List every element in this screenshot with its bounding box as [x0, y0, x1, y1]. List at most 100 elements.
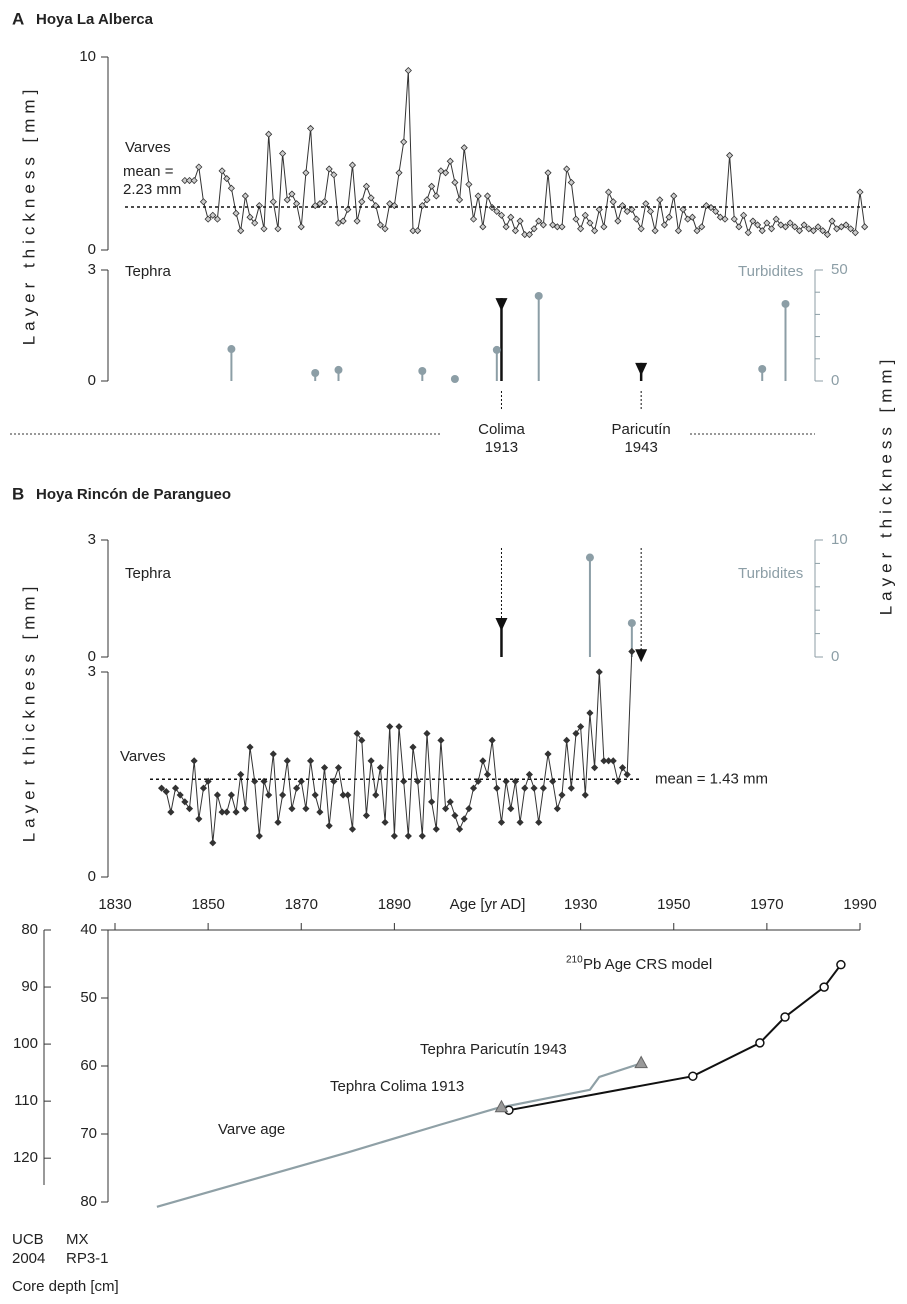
varve-point	[833, 225, 841, 233]
varve-point	[674, 227, 682, 235]
data-line	[508, 964, 842, 1112]
y-axis-label: Layer thickness [mm]	[19, 85, 38, 346]
varve-point	[497, 818, 506, 826]
varve-point	[483, 192, 492, 200]
varve-point	[837, 223, 845, 231]
varve-point	[437, 167, 445, 175]
varve-point	[241, 192, 249, 200]
annotation: Varves	[120, 748, 166, 765]
y-tick-label: 3	[88, 531, 96, 548]
varve-point	[423, 196, 431, 204]
varve-point	[339, 791, 347, 799]
varve-point	[861, 223, 869, 231]
y-tick-label: 80	[21, 921, 38, 938]
varve-point	[344, 205, 352, 214]
varve-point	[469, 784, 478, 792]
mean-label: 2.23 mm	[123, 181, 181, 198]
varve-point	[218, 808, 226, 816]
varve-point	[777, 221, 785, 229]
data-line	[156, 1062, 642, 1208]
varve-point	[339, 217, 347, 225]
varve-point	[306, 124, 315, 132]
x-tick-label: 1870	[285, 896, 318, 913]
varve-point	[623, 207, 631, 215]
varve-point	[563, 736, 571, 744]
turbidite-marker	[450, 375, 459, 384]
varve-point	[660, 221, 669, 229]
varve-point	[781, 223, 790, 231]
varve-point	[213, 791, 222, 799]
varve-point	[455, 825, 464, 833]
tephra-point	[634, 1055, 648, 1069]
age-point	[836, 959, 846, 970]
panel-letter: B	[12, 484, 24, 503]
varve-point	[609, 198, 617, 206]
varve-point	[260, 225, 268, 233]
varve-point	[367, 194, 375, 202]
varve-point	[721, 215, 729, 223]
varve-point	[390, 832, 398, 840]
varve-point	[204, 215, 212, 223]
varve-point	[246, 213, 254, 221]
varve-point	[227, 791, 235, 799]
varve-point	[362, 182, 371, 190]
axis-footer: 2004	[12, 1250, 45, 1267]
varve-point	[521, 230, 529, 239]
varve-point	[805, 225, 813, 233]
varve-point	[218, 167, 226, 175]
varve-point	[311, 791, 319, 799]
varve-point	[604, 188, 613, 196]
varve-point	[511, 227, 520, 235]
label-sup: 210	[566, 955, 583, 966]
varve-point	[712, 207, 720, 215]
varve-point	[535, 217, 543, 225]
varve-point	[460, 144, 468, 152]
varve-point	[237, 770, 245, 779]
varve-point	[544, 750, 552, 758]
varve-point	[265, 791, 273, 799]
varve-point	[269, 750, 277, 758]
varve-point	[167, 808, 175, 816]
tephra-marker	[495, 618, 508, 631]
varve-point	[516, 217, 524, 225]
varve-point	[786, 219, 794, 227]
varve-point	[656, 196, 664, 204]
varve-point	[493, 784, 501, 792]
varve-point	[819, 227, 827, 235]
y2-axis-label: Layer thickness [mm]	[876, 355, 895, 616]
varve-point	[609, 757, 617, 765]
axis-footer: MX	[66, 1231, 89, 1248]
varve-point	[432, 825, 440, 833]
varve-point	[488, 736, 496, 744]
varve-point	[330, 171, 338, 179]
varve-point	[199, 784, 208, 792]
varve-point	[735, 223, 743, 231]
varve-point	[521, 784, 529, 792]
varve-point	[688, 213, 696, 221]
y-tick-label: 3	[88, 663, 96, 680]
legend-label: Turbidites	[738, 565, 803, 582]
varve-point	[465, 805, 473, 813]
varve-point	[684, 215, 692, 223]
varve-point	[572, 729, 580, 738]
varve-point	[446, 157, 454, 165]
x-tick-label: 1830	[98, 896, 131, 913]
age-point	[755, 1038, 765, 1048]
varve-point	[358, 736, 366, 744]
varve-point	[800, 221, 808, 229]
varve-point	[856, 188, 864, 196]
varve-point	[539, 784, 547, 792]
varve-point	[320, 198, 329, 206]
varve-point	[446, 798, 454, 806]
varve-point	[195, 163, 203, 171]
turbidite-marker	[585, 553, 594, 562]
varve-point	[358, 198, 366, 206]
y-tick-label: 100	[13, 1035, 38, 1052]
varve-point	[320, 764, 329, 772]
varve-point	[442, 805, 450, 813]
y2-tick-label: 80	[80, 1193, 97, 1210]
varve-point	[223, 175, 231, 183]
varve-point	[479, 757, 487, 765]
y-tick-label: 110	[14, 1092, 38, 1109]
legend-label: Turbidites	[738, 263, 803, 280]
